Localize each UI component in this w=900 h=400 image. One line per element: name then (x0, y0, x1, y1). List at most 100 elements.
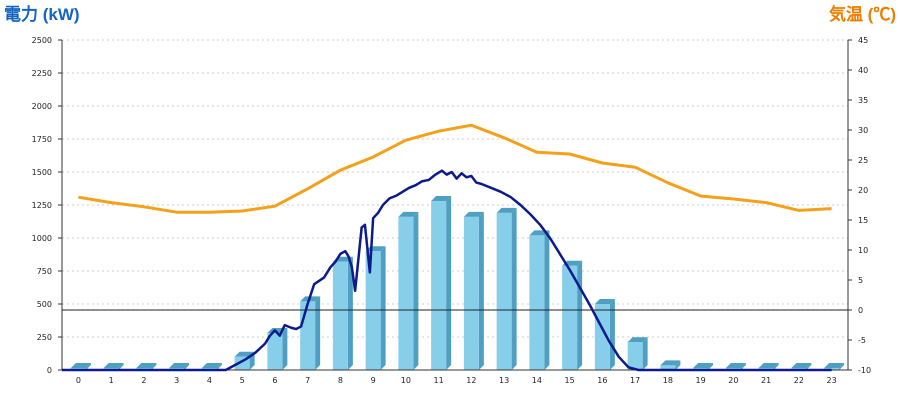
bar-front (431, 201, 447, 370)
bar-top (169, 363, 190, 369)
x-tick-label-2: 2 (141, 376, 146, 385)
x-tick-label-18: 18 (663, 376, 673, 385)
bar-front (398, 216, 414, 370)
x-tick-label-3: 3 (174, 376, 179, 385)
bar-side (151, 363, 157, 370)
bar-side (511, 207, 517, 370)
x-tick-label-19: 19 (696, 376, 706, 385)
right-tick-label--5: -5 (858, 336, 866, 345)
right-tick-label-35: 35 (858, 96, 868, 105)
bar-17 (627, 337, 648, 370)
bar-side (740, 363, 746, 370)
bar-14 (529, 230, 550, 370)
right-tick-label-30: 30 (858, 126, 868, 135)
bar-side (380, 246, 386, 370)
x-tick-label-10: 10 (401, 376, 411, 385)
bar-top (627, 337, 648, 343)
bar-12 (463, 211, 484, 370)
bar-7 (300, 296, 321, 370)
left-tick-label-2000: 2000 (32, 102, 52, 111)
x-tick-label-12: 12 (466, 376, 476, 385)
left-tick-label-0: 0 (47, 366, 52, 375)
bar-side (413, 211, 419, 370)
bar-top (496, 207, 517, 213)
power-line (62, 169, 832, 372)
right-axis-title: 気温 (℃) (828, 4, 896, 24)
left-tick-label-1000: 1000 (32, 234, 52, 243)
bar-side (609, 299, 615, 370)
right-tick-label-45: 45 (858, 36, 868, 45)
bar-side (806, 363, 812, 370)
bar-10 (398, 211, 419, 370)
x-tick-label-17: 17 (630, 376, 640, 385)
x-tick-label-11: 11 (434, 376, 444, 385)
bar-top (136, 363, 157, 369)
bar-top (693, 363, 714, 369)
temperature-line (78, 123, 832, 214)
bar-top (660, 360, 681, 366)
right-tick-label-40: 40 (858, 66, 868, 75)
bar-side (282, 328, 288, 370)
left-tick-label-250: 250 (37, 333, 52, 342)
bar-top (594, 299, 615, 304)
bar-side (544, 230, 550, 370)
left-tick-label-500: 500 (37, 300, 52, 309)
bar-side (675, 360, 681, 370)
x-tick-label-13: 13 (499, 376, 509, 385)
bar-front (660, 365, 676, 370)
bar-top (201, 363, 222, 369)
bar-side (839, 363, 845, 370)
bar-side (708, 363, 714, 370)
right-tick-label--10: -10 (858, 366, 871, 375)
x-tick-label-15: 15 (565, 376, 575, 385)
bar-front (496, 212, 512, 370)
bar-front (267, 333, 283, 370)
bar-side (85, 363, 91, 370)
bar-13 (496, 207, 517, 370)
bar-top (431, 196, 452, 202)
bar-side (118, 363, 124, 370)
bar-front (627, 342, 643, 370)
x-tick-label-14: 14 (532, 376, 542, 385)
bar-front (562, 265, 578, 370)
bar-side (184, 363, 190, 370)
right-tick-label-10: 10 (858, 246, 868, 255)
axes (58, 39, 852, 371)
x-tick-label-1: 1 (109, 376, 114, 385)
bar-side (577, 260, 583, 370)
bar-top (463, 211, 484, 217)
bar-top (758, 363, 779, 369)
bar-side (446, 196, 452, 370)
bar-top (103, 363, 124, 369)
x-tick-label-9: 9 (371, 376, 376, 385)
bar-15 (562, 260, 583, 370)
bar-top (70, 363, 91, 369)
bar-side (642, 337, 648, 370)
bar-top (791, 363, 812, 369)
bar-11 (431, 196, 452, 370)
right-tick-label-15: 15 (858, 216, 868, 225)
x-tick-label-21: 21 (761, 376, 771, 385)
left-tick-label-1500: 1500 (32, 168, 52, 177)
bar-side (347, 256, 353, 370)
bar-front (300, 301, 316, 370)
bar-8 (332, 256, 353, 370)
x-tick-label-8: 8 (338, 376, 343, 385)
series-lines (62, 123, 832, 372)
bar-top (725, 363, 746, 369)
x-tick-label-5: 5 (240, 376, 245, 385)
right-tick-label-0: 0 (858, 306, 863, 315)
right-tick-label-20: 20 (858, 186, 868, 195)
bar-side (216, 363, 222, 370)
bar-side (478, 211, 484, 370)
left-tick-label-750: 750 (37, 267, 52, 276)
left-tick-label-2500: 2500 (32, 36, 52, 45)
x-tick-label-20: 20 (728, 376, 738, 385)
x-tick-label-23: 23 (827, 376, 837, 385)
x-tick-label-0: 0 (76, 376, 81, 385)
bar-top (824, 363, 845, 369)
x-tick-label-4: 4 (207, 376, 212, 385)
left-tick-label-1250: 1250 (32, 201, 52, 210)
bar-front (529, 235, 545, 370)
